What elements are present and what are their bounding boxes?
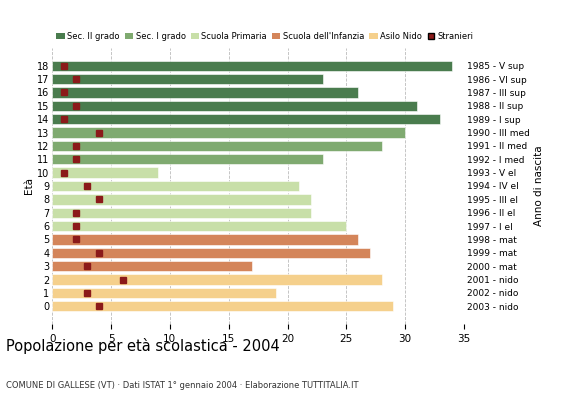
Bar <box>52 168 158 178</box>
Bar <box>52 301 393 312</box>
Bar <box>52 274 382 285</box>
Bar <box>52 60 452 71</box>
Bar <box>52 248 370 258</box>
Bar <box>52 74 323 84</box>
Bar <box>52 181 299 191</box>
Bar <box>52 87 358 98</box>
Bar <box>52 221 346 231</box>
Bar <box>52 288 276 298</box>
Text: COMUNE DI GALLESE (VT) · Dati ISTAT 1° gennaio 2004 · Elaborazione TUTTITALIA.IT: COMUNE DI GALLESE (VT) · Dati ISTAT 1° g… <box>6 381 358 390</box>
Bar <box>52 154 323 164</box>
Bar <box>52 141 382 151</box>
Bar <box>52 261 252 271</box>
Bar <box>52 127 405 138</box>
Bar <box>52 234 358 245</box>
Text: Popolazione per età scolastica - 2004: Popolazione per età scolastica - 2004 <box>6 338 280 354</box>
Bar <box>52 208 311 218</box>
Legend: Sec. II grado, Sec. I grado, Scuola Primaria, Scuola dell'Infanzia, Asilo Nido, : Sec. II grado, Sec. I grado, Scuola Prim… <box>56 32 474 41</box>
Y-axis label: Età: Età <box>24 178 34 194</box>
Bar <box>52 101 417 111</box>
Bar <box>52 114 440 124</box>
Y-axis label: Anno di nascita: Anno di nascita <box>534 146 544 226</box>
Bar <box>52 194 311 204</box>
